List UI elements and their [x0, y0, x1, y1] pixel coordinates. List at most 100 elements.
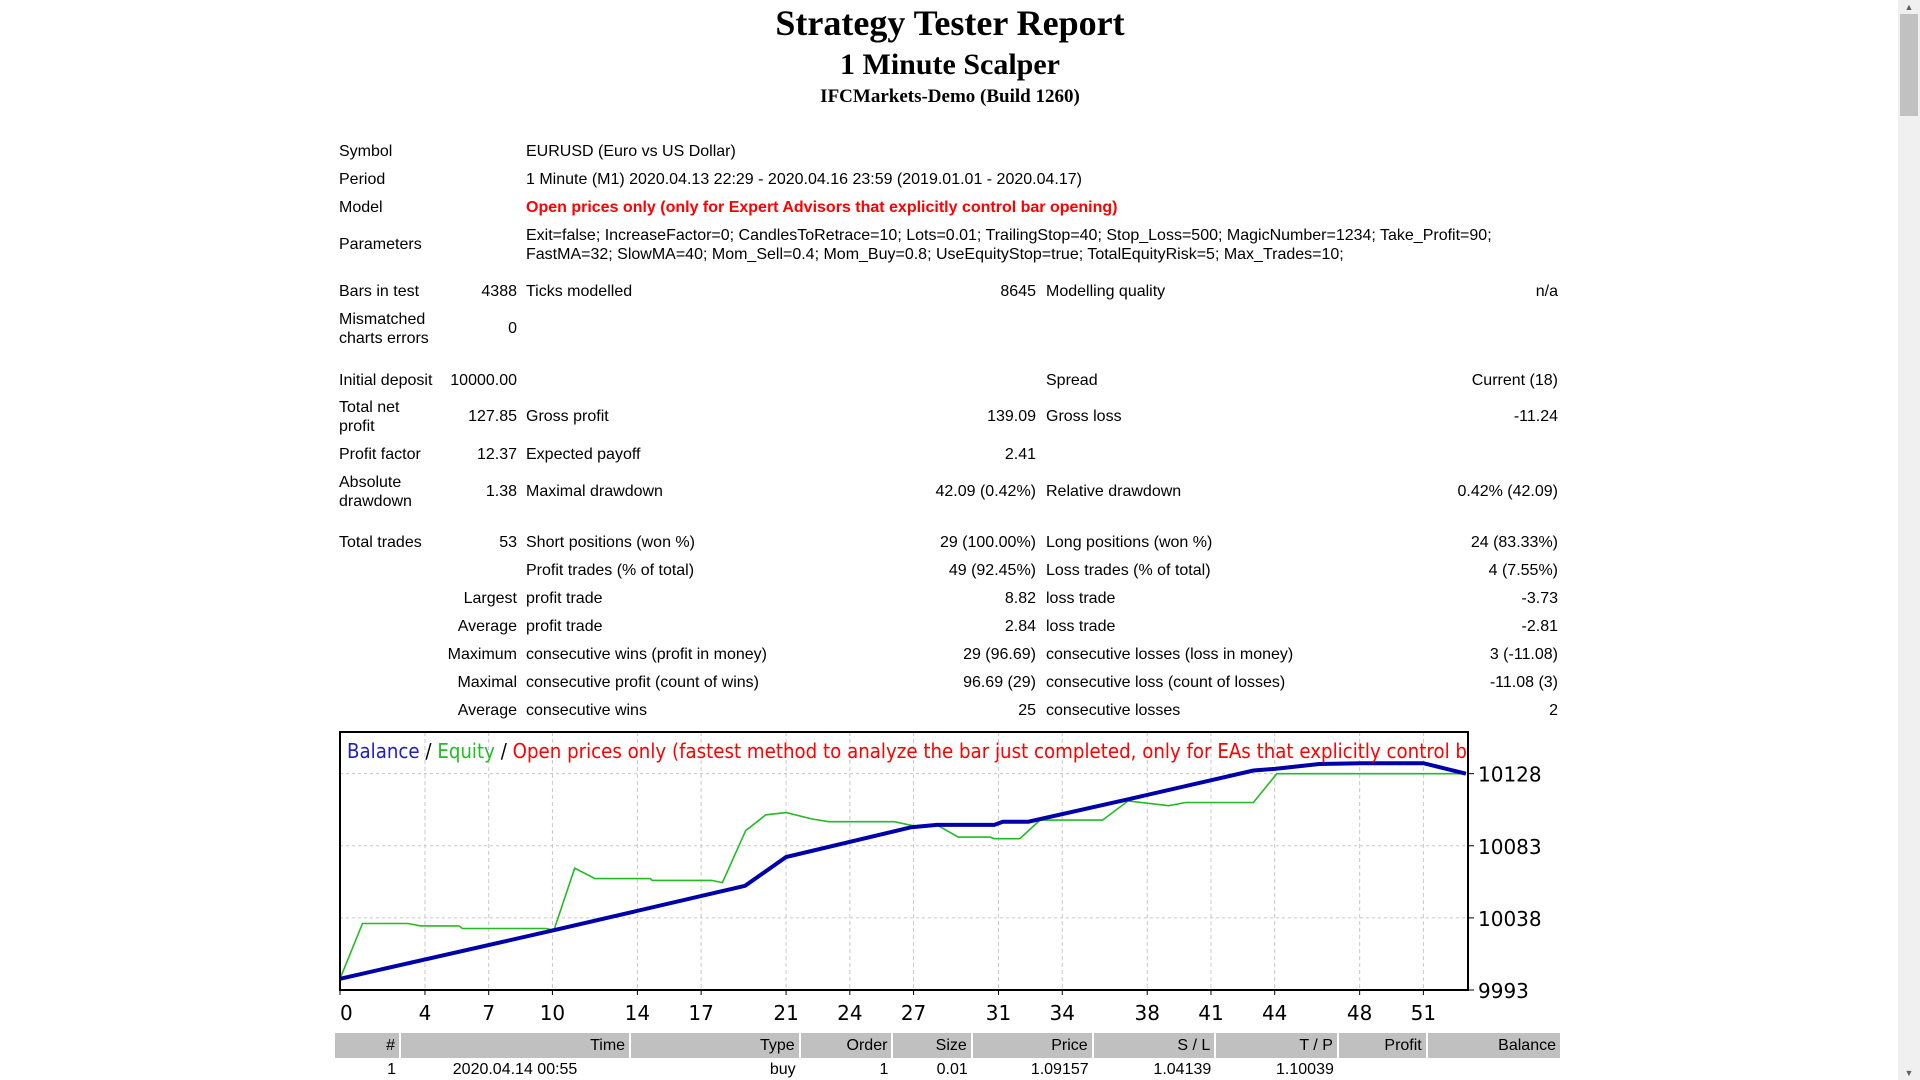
trade-cell: 1.10039 — [1276, 1061, 1334, 1078]
balance-line — [339, 761, 1467, 981]
ticks-label: Ticks modelled — [526, 283, 633, 300]
server-name: IFCMarkets-Demo (Build 1260) — [820, 86, 1080, 107]
x-tick-label: 41 — [1198, 1001, 1223, 1025]
balance-equity-chart: Balance / Equity / Open prices only (fas… — [339, 728, 1568, 1025]
relative-dd-label: Relative drawdown — [1046, 483, 1182, 500]
column-header: Order — [799, 1033, 894, 1058]
average-label: Average — [457, 618, 517, 635]
short-label: Short positions (won %) — [526, 534, 695, 551]
mismatched-value: 0 — [508, 320, 517, 337]
absolute-dd-label-2: drawdown — [339, 493, 412, 510]
scrollbar-thumb[interactable] — [1900, 14, 1918, 116]
total-net-label-2: profit — [339, 418, 375, 435]
trade-cell: 1 — [879, 1061, 889, 1078]
maximal-dd-label: Maximal drawdown — [526, 483, 663, 500]
legend-model: Open prices only (fastest method to anal… — [513, 739, 1467, 763]
y-tick-label: 9993 — [1478, 979, 1529, 1003]
maximal-cons-profit-value: 96.69 (29) — [963, 674, 1036, 691]
maximal-dd-value: 42.09 (0.42%) — [935, 483, 1036, 500]
long-label: Long positions (won %) — [1046, 534, 1213, 551]
average-profit-label: profit trade — [526, 618, 603, 635]
relative-dd-value: 0.42% (42.09) — [1457, 483, 1558, 500]
largest-label: Largest — [463, 590, 517, 607]
average-profit-value: 2.84 — [1004, 618, 1036, 635]
largest-loss-label: loss trade — [1046, 590, 1116, 607]
period-value: 1 Minute (M1) 2020.04.13 22:29 - 2020.04… — [526, 171, 1082, 188]
trade-cell: 0.01 — [936, 1061, 968, 1078]
x-tick-label: 51 — [1411, 1001, 1436, 1025]
x-tick-label: 17 — [688, 1001, 713, 1025]
column-header: # — [335, 1033, 402, 1058]
bars-label: Bars in test — [339, 283, 420, 300]
x-tick-label: 31 — [986, 1001, 1011, 1025]
average-loss-label: loss trade — [1046, 618, 1116, 635]
x-tick-label: 14 — [625, 1001, 650, 1025]
x-tick-label: 21 — [773, 1001, 798, 1025]
y-tick-label: 10038 — [1478, 907, 1542, 931]
max-cons-wins-label: consecutive wins (profit in money) — [526, 646, 767, 663]
vertical-scrollbar[interactable]: ▲ ▼ — [1898, 0, 1920, 1080]
parameters-label: Parameters — [339, 236, 422, 253]
absolute-dd-label-1: Absolute — [339, 474, 402, 491]
total-trades-label: Total trades — [339, 534, 422, 551]
scroll-up-arrow-icon[interactable]: ▲ — [1904, 2, 1914, 12]
maximal-cons-profit-label: consecutive profit (count of wins) — [526, 674, 759, 691]
max-cons-wins-value: 29 (96.69) — [963, 646, 1036, 663]
bars-value: 4388 — [481, 283, 517, 300]
profit-factor-value: 12.37 — [476, 446, 517, 463]
expected-payoff-value: 2.41 — [1004, 446, 1036, 463]
spread-value: Current (18) — [1471, 372, 1558, 389]
column-header: Type — [630, 1033, 801, 1058]
x-tick-label: 10 — [540, 1001, 565, 1025]
trade-cell: 1.09157 — [1030, 1061, 1089, 1078]
trade-row: 1 2020.04.14 00:55 buy 1 0.01 1.09157 1.04139 1… — [335, 1058, 1561, 1080]
legend-sep-2: / — [495, 739, 513, 763]
column-header: Size — [892, 1033, 973, 1058]
expert-name: 1 Minute Scalper — [840, 48, 1060, 81]
column-header: Price — [971, 1033, 1094, 1058]
max-cons-losses-value: 3 (-11.08) — [1489, 646, 1558, 663]
scroll-down-arrow-icon[interactable]: ▼ — [1904, 1068, 1914, 1078]
legend-balance: Balance — [347, 739, 420, 763]
parameters-line-1: Exit=false; IncreaseFactor=0; CandlesToR… — [526, 227, 1492, 244]
maximal-cons-loss-value: -11.08 (3) — [1489, 674, 1558, 691]
y-tick-label: 10083 — [1478, 835, 1542, 859]
symbol-label: Symbol — [339, 143, 393, 160]
avg-cons-losses-value: 2 — [1549, 702, 1558, 719]
legend-equity: Equity — [437, 739, 495, 763]
equity-line — [339, 772, 1466, 980]
legend-sep-1: / — [420, 739, 438, 763]
report-title: Strategy Tester Report — [775, 3, 1125, 43]
x-tick-label: 0 — [340, 1001, 353, 1025]
gross-loss-value: -11.24 — [1513, 408, 1558, 425]
model-value: Open prices only (only for Expert Adviso… — [526, 199, 1118, 216]
initial-deposit-label: Initial deposit — [339, 372, 433, 389]
total-net-label-1: Total net — [339, 399, 400, 416]
quality-label: Modelling quality — [1046, 283, 1166, 300]
trade-cell: 1.04139 — [1153, 1061, 1212, 1078]
trade-cell: 1 — [387, 1061, 397, 1078]
symbol-value: EURUSD (Euro vs US Dollar) — [526, 143, 736, 160]
model-label: Model — [339, 199, 383, 216]
gross-loss-label: Gross loss — [1046, 408, 1122, 425]
profit-factor-label: Profit factor — [339, 446, 421, 463]
x-tick-label: 4 — [419, 1001, 432, 1025]
maximum-label: Maximum — [447, 646, 517, 663]
largest-profit-value: 8.82 — [1004, 590, 1036, 607]
long-value: 24 (83.33%) — [1470, 534, 1558, 551]
parameters-line-2: FastMA=32; SlowMA=40; Mom_Sell=0.4; Mom_… — [526, 246, 1344, 263]
chart-legend: Balance / Equity / Open prices only (fas… — [347, 739, 1467, 763]
mismatched-label-1: Mismatched — [339, 311, 426, 328]
trade-cell — [1338, 1058, 1427, 1080]
largest-loss-value: -3.73 — [1521, 590, 1558, 607]
trade-cell: 2020.04.14 00:55 — [452, 1061, 578, 1078]
x-tick-label: 24 — [837, 1001, 862, 1025]
absolute-dd-value: 1.38 — [485, 483, 517, 500]
x-tick-label: 34 — [1050, 1001, 1075, 1025]
profit-trades-value: 49 (92.45%) — [948, 562, 1036, 579]
column-header: Time — [400, 1033, 632, 1058]
x-tick-label: 38 — [1135, 1001, 1160, 1025]
column-header: Balance — [1426, 1033, 1563, 1058]
